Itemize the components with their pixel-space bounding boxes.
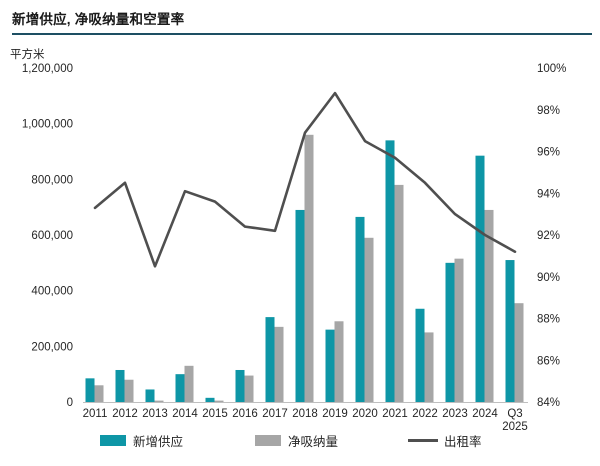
legend-item-new-supply: 新增供应 xyxy=(100,432,184,449)
bar-new-supply xyxy=(115,369,125,402)
right-axis-tick-label: 94% xyxy=(537,188,560,200)
chart-legend: 新增供应 净吸纳量 出租率 xyxy=(0,432,600,456)
legend-item-occupancy: 出租率 xyxy=(408,432,482,449)
x-axis-tick-label: 2011 xyxy=(83,408,108,420)
bar-new-supply xyxy=(235,369,245,402)
occupancy-line-swatch-icon xyxy=(408,438,438,442)
bar-new-supply xyxy=(325,329,335,402)
bar-net-absorption xyxy=(514,303,524,402)
x-axis-tick-label: 2014 xyxy=(172,408,198,420)
right-axis-tick-label: 86% xyxy=(537,355,560,367)
legend-label-occupancy: 出租率 xyxy=(444,434,482,449)
legend-label-new-supply: 新增供应 xyxy=(133,434,184,449)
x-axis-tick-label: 2013 xyxy=(142,408,168,420)
net-absorption-swatch-icon xyxy=(255,434,281,446)
bar-net-absorption xyxy=(154,400,164,402)
new-supply-swatch-icon xyxy=(100,434,126,446)
chart-title: 新增供应, 净吸纳量和空置率 xyxy=(12,12,185,27)
right-axis-tick-label: 98% xyxy=(537,105,560,117)
bar-net-absorption xyxy=(94,385,104,402)
bar-net-absorption xyxy=(124,379,134,402)
right-axis-tick-label: 90% xyxy=(537,272,560,284)
bar-net-absorption xyxy=(454,258,464,402)
right-axis-tick-label: 96% xyxy=(537,147,560,159)
right-axis-tick-label: 88% xyxy=(537,314,560,326)
bar-new-supply xyxy=(475,155,485,402)
bar-new-supply xyxy=(445,262,455,402)
bar-new-supply xyxy=(295,209,305,402)
bar-net-absorption xyxy=(334,321,344,402)
x-axis-tick-label: 2020 xyxy=(352,408,378,420)
bar-new-supply xyxy=(175,374,185,402)
left-axis-tick-label: 200,000 xyxy=(31,341,73,353)
bar-new-supply xyxy=(385,140,395,402)
bar-net-absorption xyxy=(484,209,494,402)
right-axis-tick-label: 100% xyxy=(537,63,566,75)
left-axis-tick-label: 1,000,000 xyxy=(22,119,73,131)
legend-item-net-absorption: 净吸纳量 xyxy=(255,432,339,449)
left-axis-unit-label: 平方米 xyxy=(10,49,45,61)
occupancy-line xyxy=(93,91,517,268)
legend-label-net-absorption: 净吸纳量 xyxy=(288,434,339,449)
x-axis-tick-label: 2022 xyxy=(412,408,438,420)
x-axis-tick-label: 2018 xyxy=(292,408,318,420)
bar-new-supply xyxy=(265,317,275,402)
left-axis-tick-label: 800,000 xyxy=(31,174,73,186)
bar-new-supply xyxy=(85,378,95,402)
bar-net-absorption xyxy=(424,332,434,402)
x-axis-tick-label: 2019 xyxy=(322,408,348,420)
left-axis-tick-label: 1,200,000 xyxy=(22,63,73,75)
x-axis-tick-label: 2021 xyxy=(382,408,408,420)
bar-net-absorption xyxy=(364,237,374,402)
x-axis-tick-label: Q3 2025 xyxy=(502,408,528,433)
bar-new-supply xyxy=(505,260,515,402)
bar-net-absorption xyxy=(304,134,314,403)
bar-new-supply xyxy=(415,308,425,402)
left-axis-tick-label: 400,000 xyxy=(31,286,73,298)
right-axis-tick-label: 92% xyxy=(537,230,560,242)
bar-net-absorption xyxy=(394,184,404,402)
right-axis-tick-label: 84% xyxy=(537,397,560,409)
bar-net-absorption xyxy=(184,365,194,402)
bar-new-supply xyxy=(145,389,155,402)
title-underline xyxy=(12,33,592,35)
bar-new-supply xyxy=(355,216,365,402)
x-axis-tick-label: 2023 xyxy=(442,408,468,420)
bar-net-absorption xyxy=(214,400,224,402)
bar-net-absorption xyxy=(274,326,284,402)
bar-net-absorption xyxy=(244,375,254,402)
x-axis-tick-label: 2024 xyxy=(472,408,498,420)
x-axis-tick-label: 2017 xyxy=(262,408,288,420)
x-axis-tick-label: 2016 xyxy=(232,408,258,420)
left-axis-tick-label: 600,000 xyxy=(31,230,73,242)
x-axis-tick-label: 2012 xyxy=(112,408,138,420)
bar-new-supply xyxy=(205,397,215,402)
x-axis-tick-label: 2015 xyxy=(202,408,228,420)
left-axis-tick-label: 0 xyxy=(67,397,73,409)
